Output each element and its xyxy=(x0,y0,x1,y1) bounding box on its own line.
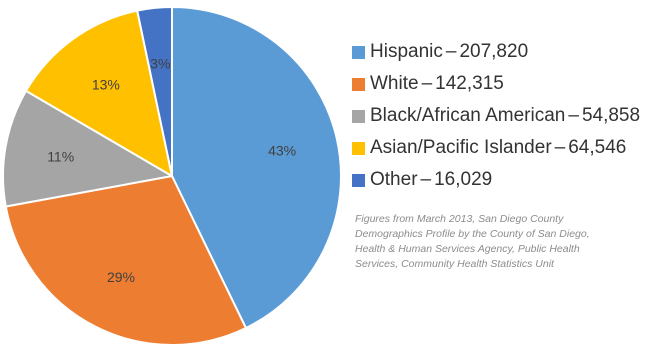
pie-slice-hispanic xyxy=(171,6,342,329)
legend-item-hispanic: Hispanic – 207,820 xyxy=(352,36,640,68)
legend-value-hispanic: 207,820 xyxy=(459,41,529,62)
legend-separator: – xyxy=(568,105,579,126)
pie-label-black-african-american: 11% xyxy=(47,149,74,165)
legend-value-black-african-american: 54,858 xyxy=(581,105,641,126)
legend-value-other: 16,029 xyxy=(434,169,493,190)
legend-item-asian-pacific-islander: Asian/Pacific Islander – 64,546 xyxy=(352,132,640,164)
legend-swatch-black-african-american xyxy=(352,109,365,123)
legend-separator: – xyxy=(420,169,432,190)
pie-label-hispanic: 43% xyxy=(268,143,296,159)
legend-label-asian-pacific-islander: Asian/Pacific Islander xyxy=(370,137,552,158)
legend-item-black-african-american: Black/African American – 54,858 xyxy=(352,100,640,132)
legend-swatch-hispanic xyxy=(352,45,365,59)
legend-item-white: White – 142,315 xyxy=(352,68,640,100)
pie-label-white: 29% xyxy=(107,269,135,285)
pie-chart: 43% 29% 11% 13% 3% xyxy=(2,6,342,345)
legend-item-other: Other – 16,029 xyxy=(352,164,640,196)
legend-label-hispanic: Hispanic xyxy=(370,41,443,62)
legend-label-black-african-american: Black/African American xyxy=(370,105,566,126)
pie-slice-black-african-american xyxy=(2,89,173,208)
source-note: Figures from March 2013, San Diego Count… xyxy=(355,213,590,270)
pie-label-asian-pacific-islander: 13% xyxy=(92,76,120,92)
legend-swatch-white xyxy=(352,77,365,91)
pie-slice-other xyxy=(136,6,173,177)
legend-swatch-asian-pacific-islander xyxy=(352,141,365,155)
legend: Hispanic – 207,820 White – 142,315 Black… xyxy=(352,36,640,196)
pie-label-other: 3% xyxy=(150,56,170,72)
legend-separator: – xyxy=(421,73,433,94)
legend-separator: – xyxy=(445,41,457,62)
legend-value-asian-pacific-islander: 64,546 xyxy=(568,137,627,158)
legend-label-white: White xyxy=(370,73,419,94)
legend-value-white: 142,315 xyxy=(435,73,504,94)
legend-swatch-other xyxy=(352,173,365,187)
legend-label-other: Other xyxy=(370,169,418,190)
legend-separator: – xyxy=(554,137,566,158)
pie-slice-asian-pacific-islander xyxy=(25,9,173,177)
pie-slice-white xyxy=(4,175,247,345)
